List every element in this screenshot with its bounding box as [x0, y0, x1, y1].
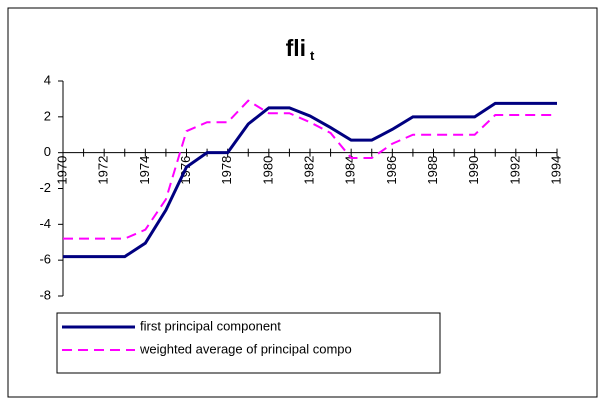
y-tick-label: -8 — [39, 287, 51, 302]
y-tick-label: 2 — [44, 108, 51, 123]
y-tick-label: 4 — [44, 72, 51, 87]
y-tick-label: 0 — [44, 144, 51, 159]
series-line — [63, 99, 557, 240]
title-subscript: t — [310, 48, 315, 63]
x-tick-label: 1980 — [260, 156, 275, 185]
y-tick-label: -6 — [39, 252, 51, 267]
x-tick-label: 1974 — [137, 156, 152, 185]
x-tick-label: 1988 — [425, 156, 440, 185]
y-tick-label: -4 — [39, 216, 51, 231]
chart-title: fli t — [286, 35, 315, 63]
x-tick-label: 1990 — [466, 156, 481, 185]
x-tick-label: 1972 — [96, 156, 111, 185]
x-tick-label: 1982 — [301, 156, 316, 185]
x-tick-label: 1986 — [384, 156, 399, 185]
legend-box — [56, 312, 441, 374]
y-tick-label: -2 — [39, 180, 51, 195]
x-tick-label: 1994 — [548, 156, 563, 185]
x-tick-label: 1992 — [507, 156, 522, 185]
x-tick-label: 1978 — [219, 156, 234, 185]
x-tick-label: 1984 — [343, 156, 358, 185]
legend-label: first principal component — [140, 318, 281, 333]
series-line — [63, 101, 557, 259]
title-main: fli — [286, 35, 306, 61]
legend-label: weighted average of principal compo — [139, 341, 352, 356]
x-tick-label: 1970 — [54, 156, 69, 185]
